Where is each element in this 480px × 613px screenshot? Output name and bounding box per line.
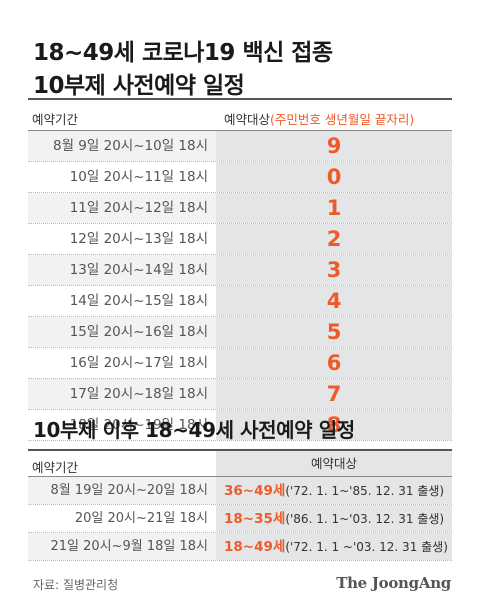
period-cell: 21일 20시~9월 18일 18시 xyxy=(28,533,216,560)
source-note: 자료: 질병관리청 xyxy=(33,578,119,592)
table-row: 14일 20시~15일 18시 4 xyxy=(28,286,452,317)
header-period: 예약기간 xyxy=(32,112,79,127)
header-period: 예약기간 xyxy=(32,460,79,475)
digit-cell: 4 xyxy=(216,286,452,316)
digit-cell: 5 xyxy=(216,317,452,347)
period-cell: 11일 20시~12일 18시 xyxy=(28,193,216,223)
target-cell: 18~35세('86. 1. 1~'03. 12. 31 출생) xyxy=(216,505,452,532)
table-row: 21일 20시~9월 18일 18시 18~49세('72. 1. 1 ~'03… xyxy=(28,533,452,561)
period-cell: 16일 20시~17일 18시 xyxy=(69,355,208,371)
period-cell: 18일 20시~19일 18시 xyxy=(69,417,208,433)
period-cell: 8월 9일 20시~10일 18시 xyxy=(28,131,216,161)
table-row: 18일 20시~19일 18시 8 xyxy=(28,410,452,441)
target-cell: 18~49세('72. 1. 1 ~'03. 12. 31 출생) xyxy=(216,533,452,560)
period-cell: 17일 20시~18일 18시 xyxy=(28,379,216,409)
digit-cell: 9 xyxy=(216,131,452,161)
birth-range: ('72. 1. 1~'85. 12. 31 출생) xyxy=(285,484,445,498)
header-target-main: 예약대상 xyxy=(224,112,271,127)
main-title-line1: 18~49세 코로나19 백신 접종 xyxy=(33,40,333,66)
schedule-table-header: 예약기간 예약대상(주민번호 생년월일 끝자리) xyxy=(28,98,452,131)
period-cell: 12일 20시~13일 18시 xyxy=(69,231,208,247)
age-range: 18~49세 xyxy=(224,539,286,555)
post-schedule-table-body: 8월 19일 20시~20일 18시 36~49세('72. 1. 1~'85.… xyxy=(28,477,452,561)
post-schedule-table-header: 예약기간 예약대상 xyxy=(28,449,452,477)
header-target-note: (주민번호 생년월일 끝자리) xyxy=(270,112,415,127)
section-subtitle: 10부제 이후 18~49세 사전예약 일정 xyxy=(33,418,355,442)
table-row: 15일 20시~16일 18시 5 xyxy=(28,317,452,348)
header-target: 예약대상 xyxy=(216,451,452,476)
period-cell: 20일 20시~21일 18시 xyxy=(28,505,216,532)
table-row: 8월 9일 20시~10일 18시 9 xyxy=(28,131,452,162)
header-target: 예약대상(주민번호 생년월일 끝자리) xyxy=(224,109,414,128)
schedule-table-body: 8월 9일 20시~10일 18시 9 10일 20시~11일 18시 0 11일 … xyxy=(28,131,452,441)
period-cell: 8월 19일 20시~20일 18시 xyxy=(28,477,216,504)
table-row: 12일 20시~13일 18시 2 xyxy=(28,224,452,255)
digit-cell: 8 xyxy=(216,410,452,440)
table-row: 10일 20시~11일 18시 0 xyxy=(28,162,452,193)
table-row: 8월 19일 20시~20일 18시 36~49세('72. 1. 1~'85.… xyxy=(28,477,452,505)
table-row: 17일 20시~18일 18시 7 xyxy=(28,379,452,410)
publisher-logo: The JoongAng xyxy=(336,574,451,592)
digit-cell: 0 xyxy=(216,162,452,192)
table-row: 13일 20시~14일 18시 3 xyxy=(28,255,452,286)
table-row: 16일 20시~17일 18시 6 xyxy=(28,348,452,379)
digit-cell: 6 xyxy=(216,348,452,378)
period-cell: 13일 20시~14일 18시 xyxy=(28,255,216,285)
schedule-table: 예약기간 예약대상(주민번호 생년월일 끝자리) 8월 9일 20시~10일 1… xyxy=(28,98,452,441)
post-schedule-table: 예약기간 예약대상 8월 19일 20시~20일 18시 36~49세('72.… xyxy=(28,449,452,561)
period-cell: 10일 20시~11일 18시 xyxy=(69,169,208,185)
main-title-line2: 10부제 사전예약 일정 xyxy=(33,73,245,99)
period-cell: 15일 20시~16일 18시 xyxy=(28,317,216,347)
digit-cell: 3 xyxy=(216,255,452,285)
age-range: 36~49세 xyxy=(224,483,286,499)
target-cell: 36~49세('72. 1. 1~'85. 12. 31 출생) xyxy=(216,477,452,504)
digit-cell: 2 xyxy=(216,224,452,254)
table-row: 11일 20시~12일 18시 1 xyxy=(28,193,452,224)
digit-cell: 7 xyxy=(216,379,452,409)
birth-range: ('72. 1. 1 ~'03. 12. 31 출생) xyxy=(285,540,448,554)
age-range: 18~35세 xyxy=(224,511,286,527)
birth-range: ('86. 1. 1~'03. 12. 31 출생) xyxy=(285,512,445,526)
digit-cell: 1 xyxy=(216,193,452,223)
period-cell: 14일 20시~15일 18시 xyxy=(69,293,208,309)
table-row: 20일 20시~21일 18시 18~35세('86. 1. 1~'03. 12… xyxy=(28,505,452,533)
